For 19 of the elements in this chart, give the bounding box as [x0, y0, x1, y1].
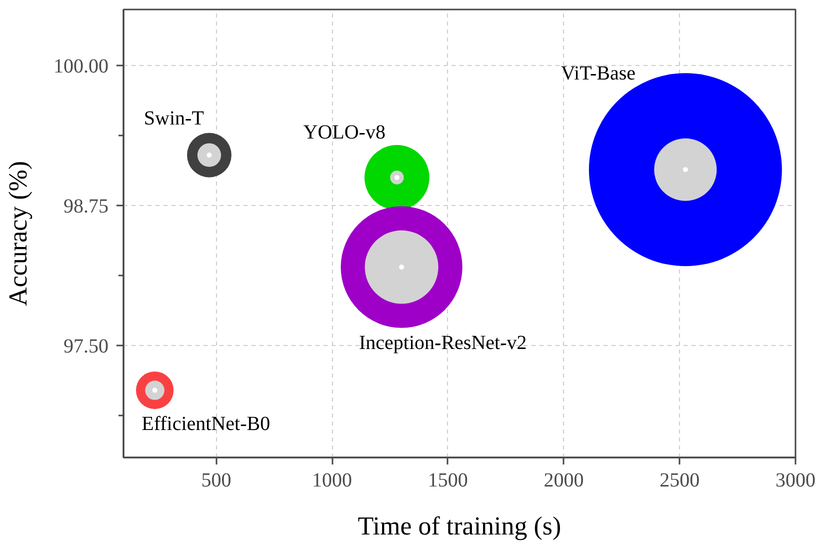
- series-label: Inception-ResNet-v2: [359, 332, 527, 354]
- point: [399, 264, 404, 270]
- y-tick-label: 97.50: [64, 336, 108, 358]
- x-tick-label: 500: [201, 470, 232, 492]
- x-tick-label: 1500: [428, 470, 468, 492]
- x-tick-label: 2500: [660, 470, 700, 492]
- x-axis-title: Time of training (s): [358, 512, 562, 540]
- series-label: YOLO-v8: [303, 122, 386, 144]
- point: [682, 167, 688, 172]
- series-label: ViT-Base: [560, 62, 636, 84]
- y-tick-label: 100.00: [54, 56, 108, 78]
- y-tick-label: 98.75: [64, 196, 108, 218]
- point: [206, 152, 212, 158]
- x-tick-label: 2000: [544, 470, 584, 492]
- series-label: Swin-T: [144, 107, 204, 130]
- x-tick-label: 1000: [312, 470, 352, 492]
- x-tick-label: 3000: [776, 470, 816, 492]
- y-axis-title: Accuracy (%): [4, 160, 32, 306]
- series-label: EfficientNet-B0: [142, 413, 270, 436]
